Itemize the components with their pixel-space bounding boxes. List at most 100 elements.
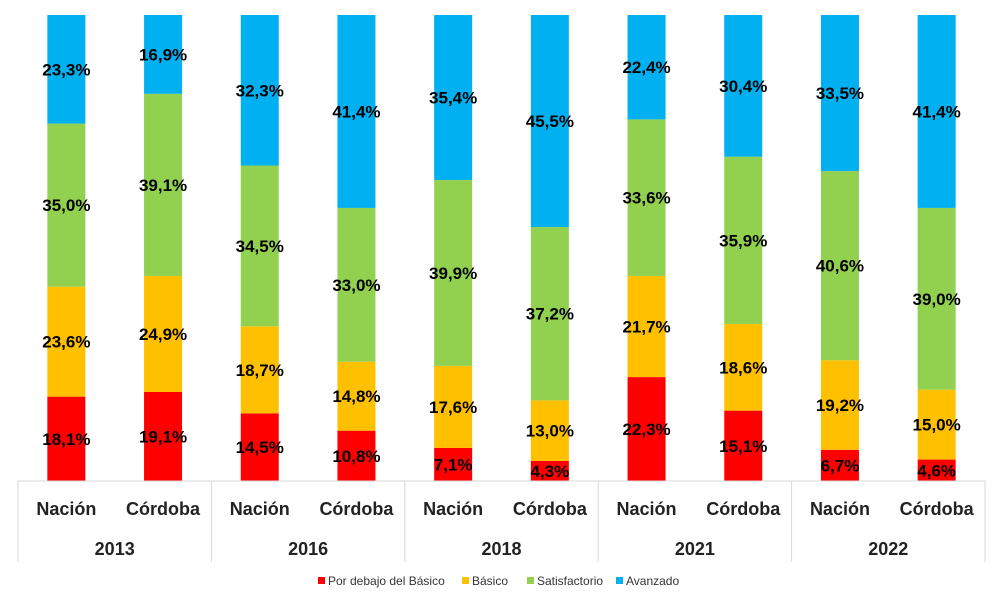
bar-segment	[47, 123, 86, 287]
data-label: 39,1%	[139, 176, 187, 195]
data-label: 41,4%	[332, 102, 380, 121]
legend-label: Avanzado	[626, 574, 679, 588]
data-label: 21,7%	[622, 318, 670, 337]
category-label: Córdoba	[126, 499, 201, 519]
data-label: 37,2%	[526, 305, 574, 324]
group-label: 2018	[481, 539, 521, 559]
category-label: Nación	[230, 499, 290, 519]
legend-swatch	[616, 577, 623, 584]
data-label: 35,4%	[429, 88, 477, 107]
category-label: Córdoba	[706, 499, 781, 519]
category-label: Nación	[810, 499, 870, 519]
data-label: 33,0%	[332, 276, 380, 295]
legend-label: Básico	[472, 574, 508, 588]
bar-segment	[144, 15, 183, 94]
bar-segment	[820, 449, 859, 481]
data-label: 7,1%	[434, 455, 473, 474]
bar-segment	[144, 93, 183, 276]
legend-swatch	[527, 577, 534, 584]
data-label: 30,4%	[719, 77, 767, 96]
bar-segment	[337, 207, 376, 362]
group-label: 2013	[95, 539, 135, 559]
bar-segment	[434, 15, 473, 180]
data-label: 22,3%	[622, 420, 670, 439]
bar-segment	[724, 156, 763, 324]
bar-segment	[434, 365, 473, 448]
bar-segment	[724, 15, 763, 157]
bar-segment	[47, 15, 86, 124]
bar-segment	[47, 286, 86, 397]
bar-segment	[434, 179, 473, 366]
bar-segment	[724, 410, 763, 481]
data-label: 34,5%	[236, 237, 284, 256]
bar-segment	[47, 396, 86, 481]
bar-segment	[917, 207, 956, 390]
bar-segment	[240, 165, 279, 327]
data-label: 40,6%	[816, 257, 864, 276]
legend-label: Por debajo del Básico	[328, 574, 445, 588]
bar-segment	[240, 326, 279, 414]
data-label: 23,3%	[42, 60, 90, 79]
data-label: 17,6%	[429, 398, 477, 417]
bar-segment	[240, 413, 279, 481]
category-label: Nación	[36, 499, 96, 519]
category-label: Córdoba	[319, 499, 394, 519]
data-label: 39,0%	[913, 290, 961, 309]
bar-segment	[820, 171, 859, 361]
data-label: 18,1%	[42, 430, 90, 449]
bar-segment	[434, 447, 473, 481]
data-label: 16,9%	[139, 45, 187, 64]
data-label: 19,2%	[816, 396, 864, 415]
category-label: Nación	[617, 499, 677, 519]
bar-segment	[530, 400, 569, 461]
data-label: 19,1%	[139, 427, 187, 446]
bar-segment	[530, 15, 569, 228]
data-label: 32,3%	[236, 81, 284, 100]
bar-segment	[724, 323, 763, 411]
data-label: 10,8%	[332, 447, 380, 466]
category-label: Nación	[423, 499, 483, 519]
legend-swatch	[462, 577, 469, 584]
data-label: 15,1%	[719, 437, 767, 456]
data-label: 13,0%	[526, 422, 574, 441]
data-label: 23,6%	[42, 333, 90, 352]
data-label: 4,6%	[917, 461, 956, 480]
bar-segment	[820, 360, 859, 450]
bar-segment	[144, 391, 183, 481]
legend-swatch	[318, 577, 325, 584]
group-label: 2021	[675, 539, 715, 559]
bar-segment	[144, 275, 183, 392]
data-label: 24,9%	[139, 325, 187, 344]
category-label: Córdoba	[900, 499, 975, 519]
data-label: 15,0%	[913, 416, 961, 435]
bar-segment	[627, 119, 666, 276]
bar-segment	[337, 15, 376, 208]
legend-label: Satisfactorio	[537, 574, 603, 588]
bar-segment	[820, 15, 859, 172]
data-label: 4,3%	[530, 462, 569, 481]
data-label: 41,4%	[913, 102, 961, 121]
data-label: 45,5%	[526, 112, 574, 131]
bar-segment	[917, 459, 956, 481]
bar-segment	[917, 389, 956, 460]
bar-segment	[337, 430, 376, 481]
data-label: 33,5%	[816, 84, 864, 103]
data-label: 14,8%	[332, 387, 380, 406]
data-label: 18,7%	[236, 361, 284, 380]
bar-segment	[627, 15, 666, 120]
bar-segment	[627, 377, 666, 481]
group-label: 2022	[868, 539, 908, 559]
data-label: 6,7%	[821, 456, 860, 475]
data-label: 14,5%	[236, 438, 284, 457]
data-label: 35,0%	[42, 196, 90, 215]
data-label: 22,4%	[622, 58, 670, 77]
category-label: Córdoba	[513, 499, 588, 519]
bar-segment	[530, 227, 569, 401]
data-label: 18,6%	[719, 358, 767, 377]
data-label: 35,9%	[719, 231, 767, 250]
bar-segment	[240, 15, 279, 166]
data-label: 39,9%	[429, 264, 477, 283]
group-label: 2016	[288, 539, 328, 559]
bar-segment	[337, 361, 376, 431]
